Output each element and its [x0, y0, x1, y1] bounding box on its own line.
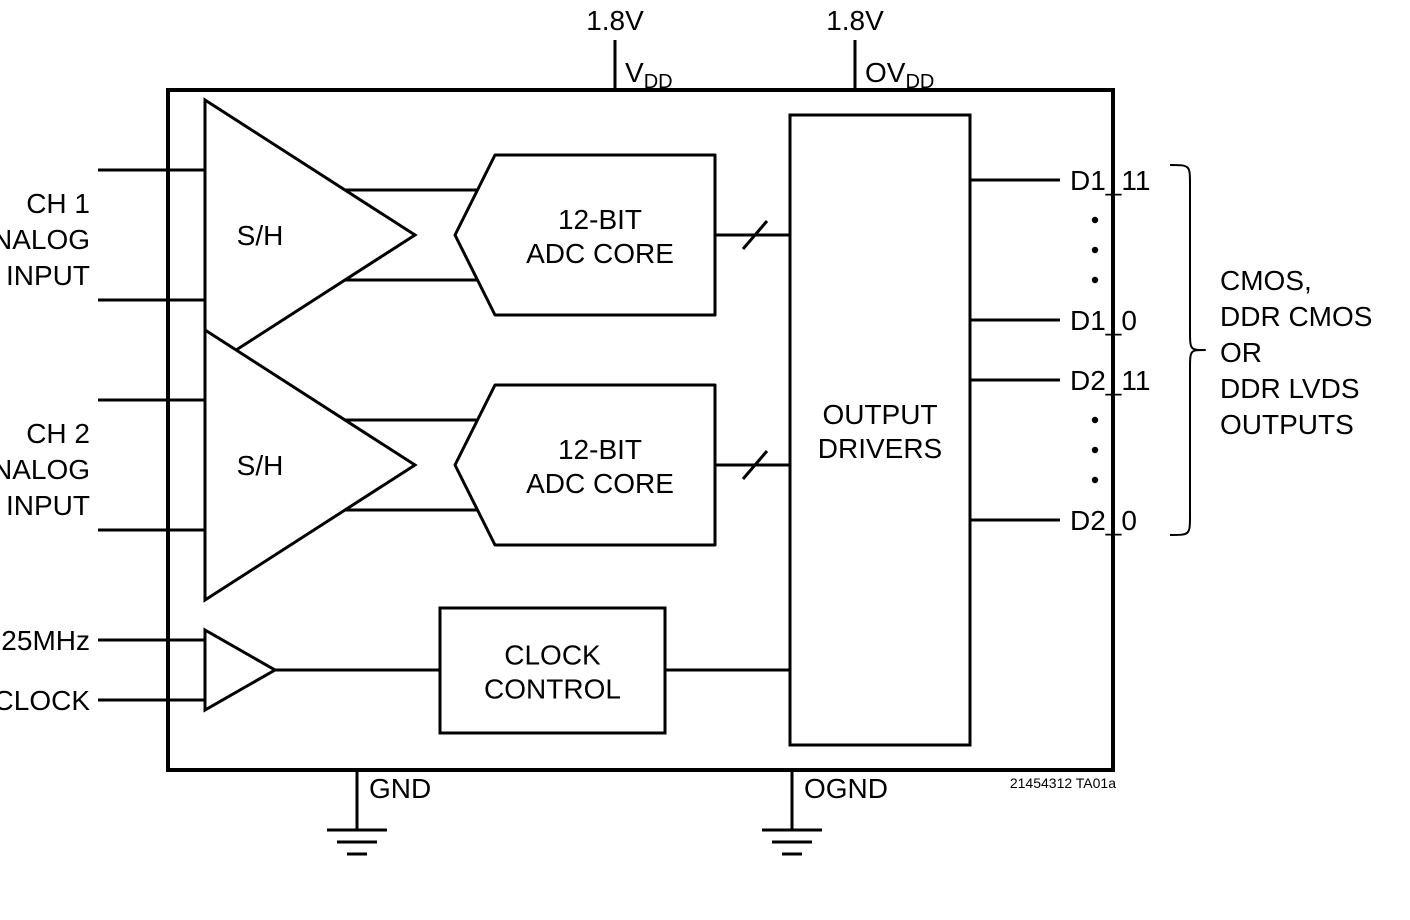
output-drivers-label-0: OUTPUT — [822, 399, 937, 430]
ch1-adc-label-1: ADC CORE — [526, 238, 674, 269]
output-drivers-box — [790, 115, 970, 745]
out-d1-hi-label: D1_11 — [1070, 165, 1150, 196]
out-d2-hi-label: D2_11 — [1070, 365, 1150, 396]
output-desc-1: DDR CMOS — [1220, 301, 1372, 332]
output-desc-3: DDR LVDS — [1220, 373, 1360, 404]
ch1-label-0: CH 1 — [26, 188, 90, 219]
output-desc-0: CMOS, — [1220, 265, 1312, 296]
d2-dots-dot-2 — [1092, 447, 1098, 453]
clk-label: CLOCK — [0, 685, 90, 716]
gnd-label: GND — [369, 773, 431, 804]
d2-dots-dot-1 — [1092, 417, 1098, 423]
ch1-sh-label: S/H — [237, 220, 284, 251]
ch2-label-1: ANALOG — [0, 454, 90, 485]
ch1-label-2: INPUT — [6, 260, 90, 291]
ch2-adc-label-0: 12-BIT — [558, 434, 642, 465]
ch2-label-0: CH 2 — [26, 418, 90, 449]
d2-dots-dot-3 — [1092, 477, 1098, 483]
ch1-label-1: ANALOG — [0, 224, 90, 255]
vdd-pin: VDD — [625, 57, 673, 93]
ch2-label-2: INPUT — [6, 490, 90, 521]
ovdd-pin: OVDD — [865, 57, 934, 93]
output-brace — [1170, 165, 1205, 535]
ognd-label: OGND — [804, 773, 888, 804]
ch1-adc-box — [455, 155, 715, 315]
clock-control-box — [440, 608, 665, 733]
d1-dots-dot-1 — [1092, 217, 1098, 223]
vdd-voltage: 1.8V — [586, 5, 644, 36]
clk-freq: 125MHz — [0, 625, 90, 656]
ovdd-voltage: 1.8V — [826, 5, 884, 36]
clock-control-label-1: CONTROL — [484, 674, 621, 705]
part-number: 21454312 TA01a — [1010, 775, 1116, 791]
out-d1-lo-label: D1_0 — [1070, 305, 1137, 336]
d1-dots-dot-3 — [1092, 277, 1098, 283]
output-drivers-label-1: DRIVERS — [818, 433, 942, 464]
d1-dots-dot-2 — [1092, 247, 1098, 253]
ch2-adc-box — [455, 385, 715, 545]
output-desc-2: OR — [1220, 337, 1262, 368]
ch2-sh-label: S/H — [237, 450, 284, 481]
out-d2-lo-label: D2_0 — [1070, 505, 1137, 536]
clock-control-label-0: CLOCK — [504, 640, 601, 671]
ch2-adc-label-1: ADC CORE — [526, 468, 674, 499]
ch1-adc-label-0: 12-BIT — [558, 204, 642, 235]
output-desc-4: OUTPUTS — [1220, 409, 1354, 440]
